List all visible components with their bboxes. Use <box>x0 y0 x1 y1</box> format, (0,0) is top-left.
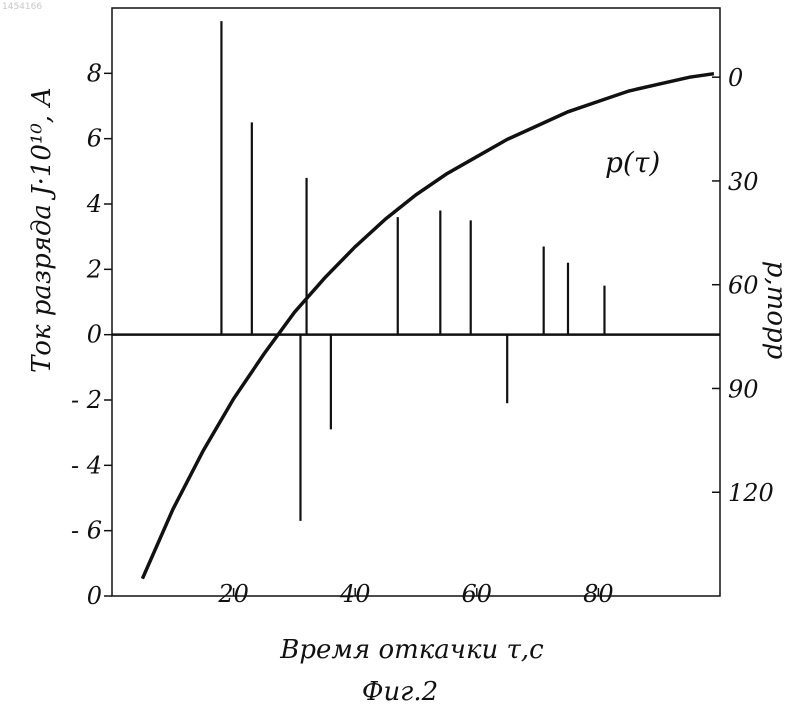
left-tick-label: - 4 <box>71 451 102 479</box>
right-tick-label: 0 <box>728 64 743 92</box>
x-tick-label: 60 <box>462 580 493 608</box>
left-tick-label: 0 <box>87 321 102 349</box>
document-id: 1454166 <box>2 2 42 12</box>
left-tick-label: 2 <box>86 255 102 283</box>
figure-caption: Фиг.2 <box>362 677 438 707</box>
current-pulses <box>221 21 604 521</box>
pressure-curve-label: р(τ) <box>605 146 660 179</box>
pulse-pressure-chart: 1454166 86420- 2- 4- 60 0306090120 20406… <box>0 0 800 720</box>
left-axis-title: Ток разряда J·10¹⁰, А <box>27 87 57 373</box>
right-tick-label: 120 <box>728 479 774 507</box>
right-axis-title: р,торр <box>761 261 791 360</box>
right-tick-label: 30 <box>728 168 759 196</box>
left-tick-label: - 2 <box>71 386 102 414</box>
right-tick-label: 60 <box>728 272 759 300</box>
left-tick-label: - 6 <box>71 517 102 545</box>
left-tick-label: 4 <box>86 190 102 218</box>
x-tick-label: 20 <box>217 580 249 608</box>
right-tick-label: 90 <box>728 375 759 403</box>
left-tick-label: 6 <box>87 125 102 153</box>
x-tick-label: 80 <box>583 580 614 608</box>
left-tick-label: 0 <box>87 582 102 610</box>
left-axis-ticks: 8 6 4 2 0 - 2 - 4 - 6 0 <box>71 59 112 610</box>
x-axis-ticks: 20 40 60 80 <box>217 580 613 608</box>
plot-frame <box>112 8 720 596</box>
x-tick-label: 40 <box>339 580 371 608</box>
left-tick-label: 8 <box>87 59 102 87</box>
x-axis-title: Время откачки τ,с <box>279 635 544 665</box>
